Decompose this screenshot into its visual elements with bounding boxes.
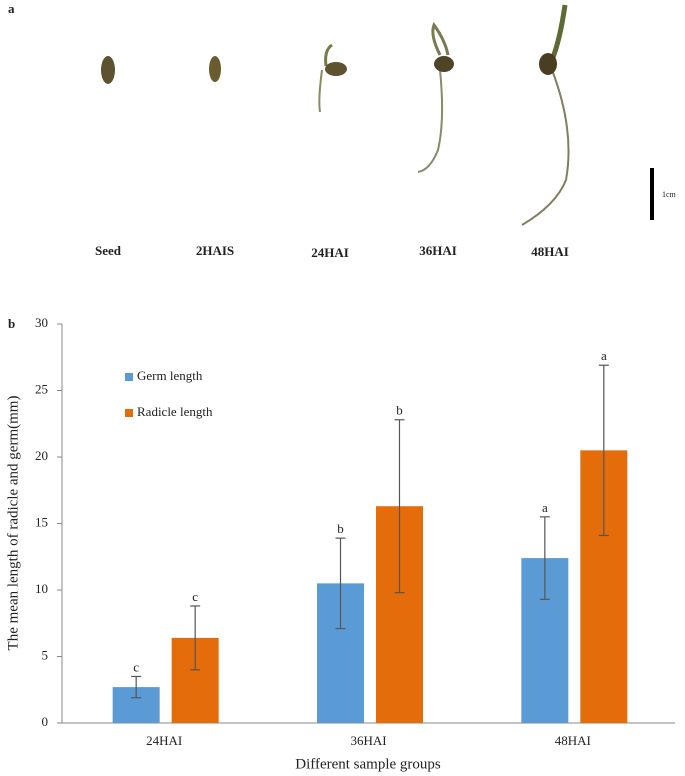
y-axis-title: The mean length of radicle and germ(mm) <box>5 396 21 651</box>
error-bar <box>131 675 142 699</box>
scale-label: 1cm <box>662 190 677 199</box>
legend-swatch <box>125 373 133 381</box>
seed-photos <box>101 4 570 226</box>
significance-letter: b <box>396 403 403 418</box>
y-tick-label: 15 <box>35 514 48 529</box>
y-tick-label: 25 <box>35 381 48 396</box>
significance-letter: b <box>337 521 344 536</box>
significance-letter: a <box>601 348 607 363</box>
legend-label: Germ length <box>137 368 203 383</box>
y-tick-label: 10 <box>35 581 48 596</box>
panel-label: a <box>8 1 15 16</box>
significance-letter: a <box>542 500 548 515</box>
legend-swatch <box>125 409 133 417</box>
stage-label: 2HAIS <box>196 243 234 258</box>
x-axis-title: Different sample groups <box>295 756 441 772</box>
x-tick-label: 24HAI <box>146 733 182 748</box>
y-tick-label: 30 <box>35 315 48 330</box>
error-bar <box>539 516 550 600</box>
stage-label: 24HAI <box>311 245 349 260</box>
x-tick-label: 48HAI <box>555 733 591 748</box>
y-tick-label: 20 <box>35 448 48 463</box>
error-bar <box>335 537 346 630</box>
significance-letter: c <box>133 659 139 674</box>
stage-label: 36HAI <box>419 243 457 258</box>
error-bar <box>598 364 609 537</box>
y-tick-label: 5 <box>42 647 49 662</box>
stage-label: 48HAI <box>531 244 569 259</box>
panel-label: b <box>8 316 15 331</box>
x-tick-label: 36HAI <box>350 733 386 748</box>
y-tick-label: 0 <box>42 714 49 729</box>
error-bar <box>394 419 405 594</box>
significance-letter: c <box>192 589 198 604</box>
error-bar <box>190 605 201 671</box>
stage-label: Seed <box>95 243 122 258</box>
legend-label: Radicle length <box>137 404 213 419</box>
